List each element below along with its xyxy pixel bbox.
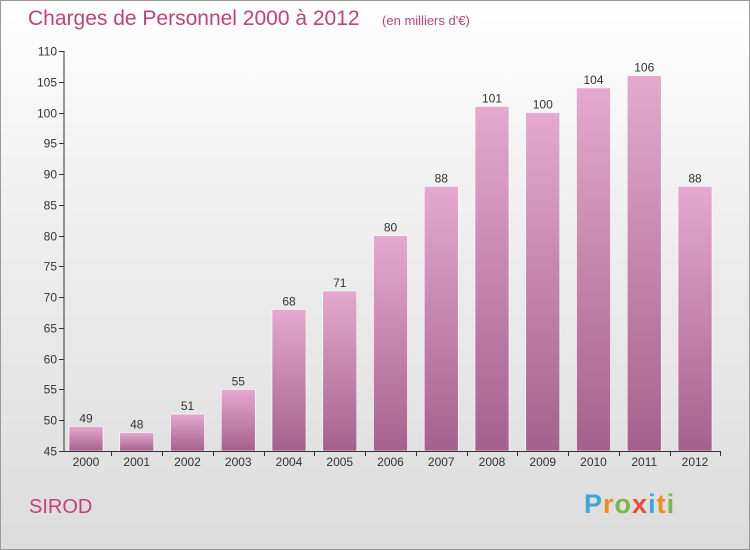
- bar-value-label: 101: [482, 91, 502, 105]
- bar-value-label: 55: [232, 374, 246, 388]
- y-tick-label: 60: [44, 353, 58, 367]
- x-tick-label: 2005: [326, 455, 353, 469]
- x-tick-label: 2007: [428, 455, 455, 469]
- bar-value-label: 80: [384, 221, 398, 235]
- x-tick-label: 2001: [123, 455, 150, 469]
- x-tick-label: 2004: [276, 455, 303, 469]
- y-tick-label: 105: [37, 76, 57, 90]
- proxiti-logo: Proxiti: [584, 489, 675, 520]
- y-tick-label: 75: [44, 260, 58, 274]
- y-tick-label: 90: [44, 168, 58, 182]
- bar-value-label: 88: [688, 171, 702, 185]
- y-tick-label: 95: [44, 137, 58, 151]
- bar-value-label: 100: [533, 98, 553, 112]
- logo-letter: r: [603, 489, 615, 519]
- bar: [576, 87, 611, 452]
- x-tick-label: 2010: [580, 455, 607, 469]
- commune-name: SIROD: [29, 496, 93, 518]
- x-axis: 2000 2001 2002 2003 2004 2005 2006 2007 2008 2009…: [64, 451, 721, 469]
- y-tick-label: 70: [44, 291, 58, 305]
- title-row: Charges de Personnel 2000 à 2012 (en mil…: [28, 7, 470, 31]
- x-tick-label: 2006: [377, 455, 404, 469]
- bar-value-label: 49: [79, 411, 93, 425]
- bar: [525, 112, 561, 452]
- bar-value-label: 106: [634, 61, 654, 75]
- logo-letter: o: [614, 489, 633, 519]
- bars: 49 48 51 55 68 71 80 88 101 100 104 106 88: [68, 61, 713, 452]
- bar-value-label: 88: [435, 171, 449, 185]
- logo-letter: i: [666, 489, 676, 519]
- bar-value-label: 104: [583, 73, 603, 87]
- y-tick-label: 100: [37, 107, 57, 121]
- logo-letter: i: [648, 489, 657, 519]
- logo-letter: x: [632, 489, 649, 519]
- bar-value-label: 51: [181, 399, 195, 413]
- bar: [68, 426, 104, 452]
- x-tick-label: 2000: [73, 455, 100, 469]
- y-tick-label: 45: [44, 445, 58, 459]
- y-tick-label: 85: [44, 199, 58, 213]
- bar: [626, 75, 662, 452]
- bar: [271, 309, 307, 452]
- x-tick-label: 2011: [631, 455, 657, 469]
- logo-letter: t: [656, 489, 667, 519]
- x-tick-label: 2002: [174, 455, 201, 469]
- bar-value-label: 68: [282, 294, 296, 308]
- logo-letter: P: [584, 489, 604, 519]
- bar: [423, 186, 459, 452]
- y-tick-label: 110: [38, 45, 57, 59]
- bar-value-label: 71: [333, 276, 347, 290]
- x-tick-label: 2003: [225, 455, 252, 469]
- bar: [373, 235, 408, 452]
- bar: [677, 186, 713, 452]
- bar: [220, 389, 256, 452]
- x-tick-label: 2008: [479, 455, 506, 469]
- y-tick-label: 65: [44, 322, 58, 336]
- chart-unit: (en milliers d'€): [382, 13, 470, 28]
- bar: [170, 413, 205, 452]
- x-tick-label: 2012: [682, 455, 709, 469]
- bar: [119, 432, 155, 452]
- chart-title: Charges de Personnel 2000 à 2012: [28, 7, 360, 30]
- y-axis: 45 50 55 60 65 70 75 80 85 90 95 100 105 110: [37, 45, 65, 459]
- bar-value-label: 48: [130, 418, 144, 432]
- y-tick-label: 55: [44, 383, 58, 397]
- y-tick-label: 80: [44, 230, 58, 244]
- bar: [322, 290, 358, 452]
- y-tick-label: 50: [44, 414, 58, 428]
- x-tick-label: 2009: [529, 455, 556, 469]
- bar: [474, 106, 510, 452]
